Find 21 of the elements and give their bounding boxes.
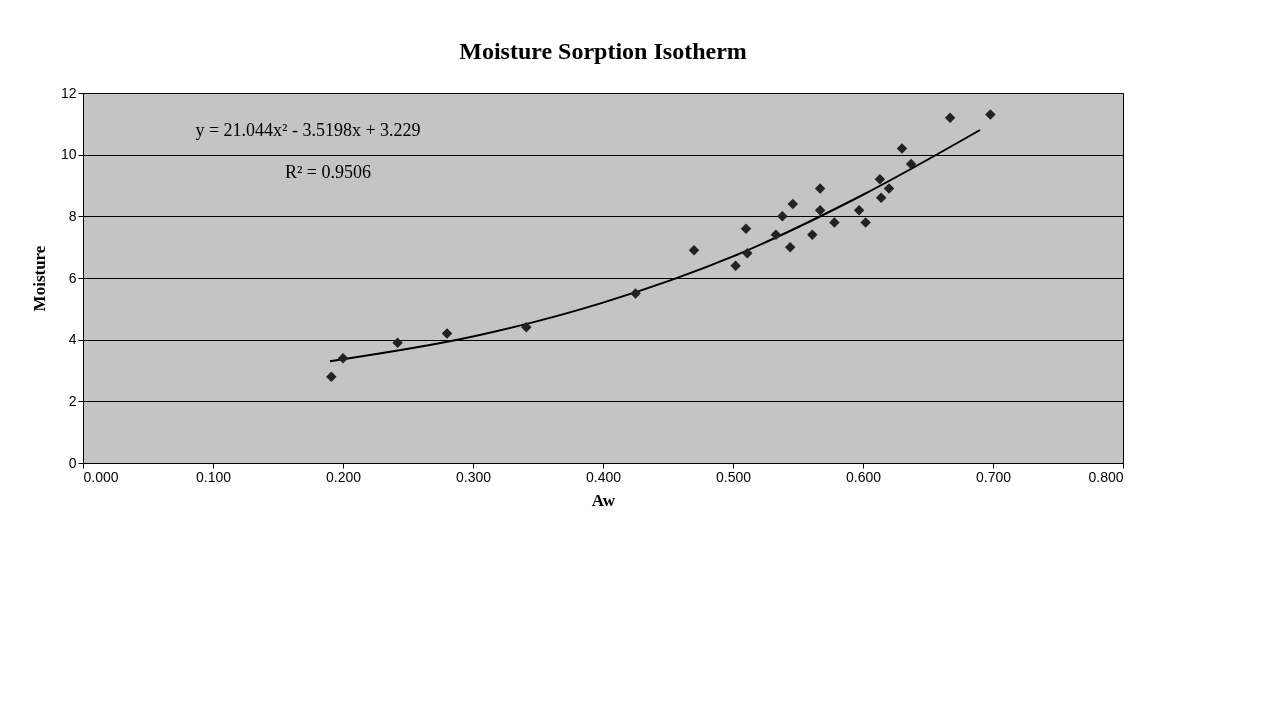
x-tick-label: 0.600 <box>845 468 882 485</box>
x-tick-label: 0.100 <box>195 468 232 485</box>
x-tick-label: 0.200 <box>325 468 362 485</box>
y-axis-title: Moisture <box>29 245 49 312</box>
annotation: R² = 0.9506 <box>284 162 372 182</box>
y-tick-label: 12 <box>60 84 77 101</box>
y-tick-label: 0 <box>68 454 77 471</box>
x-tick-label: 0.400 <box>585 468 622 485</box>
annotation: y = 21.044x² - 3.5198x + 3.229 <box>195 120 421 140</box>
x-tick-label: 0.300 <box>455 468 492 485</box>
x-tick-label: 0.800 <box>1088 468 1124 485</box>
y-tick-label: 8 <box>68 207 77 224</box>
chart-title: Moisture Sorption Isotherm <box>459 38 747 64</box>
y-tick-label: 10 <box>60 146 77 163</box>
x-axis-title: Aw <box>591 490 616 510</box>
x-tick-label: 0.700 <box>975 468 1012 485</box>
y-tick-label: 2 <box>68 392 77 409</box>
x-tick-label: 0.500 <box>715 468 752 485</box>
y-tick-label: 6 <box>68 269 77 286</box>
y-tick-label: 4 <box>68 331 77 348</box>
x-tick-label: 0.000 <box>83 468 119 485</box>
